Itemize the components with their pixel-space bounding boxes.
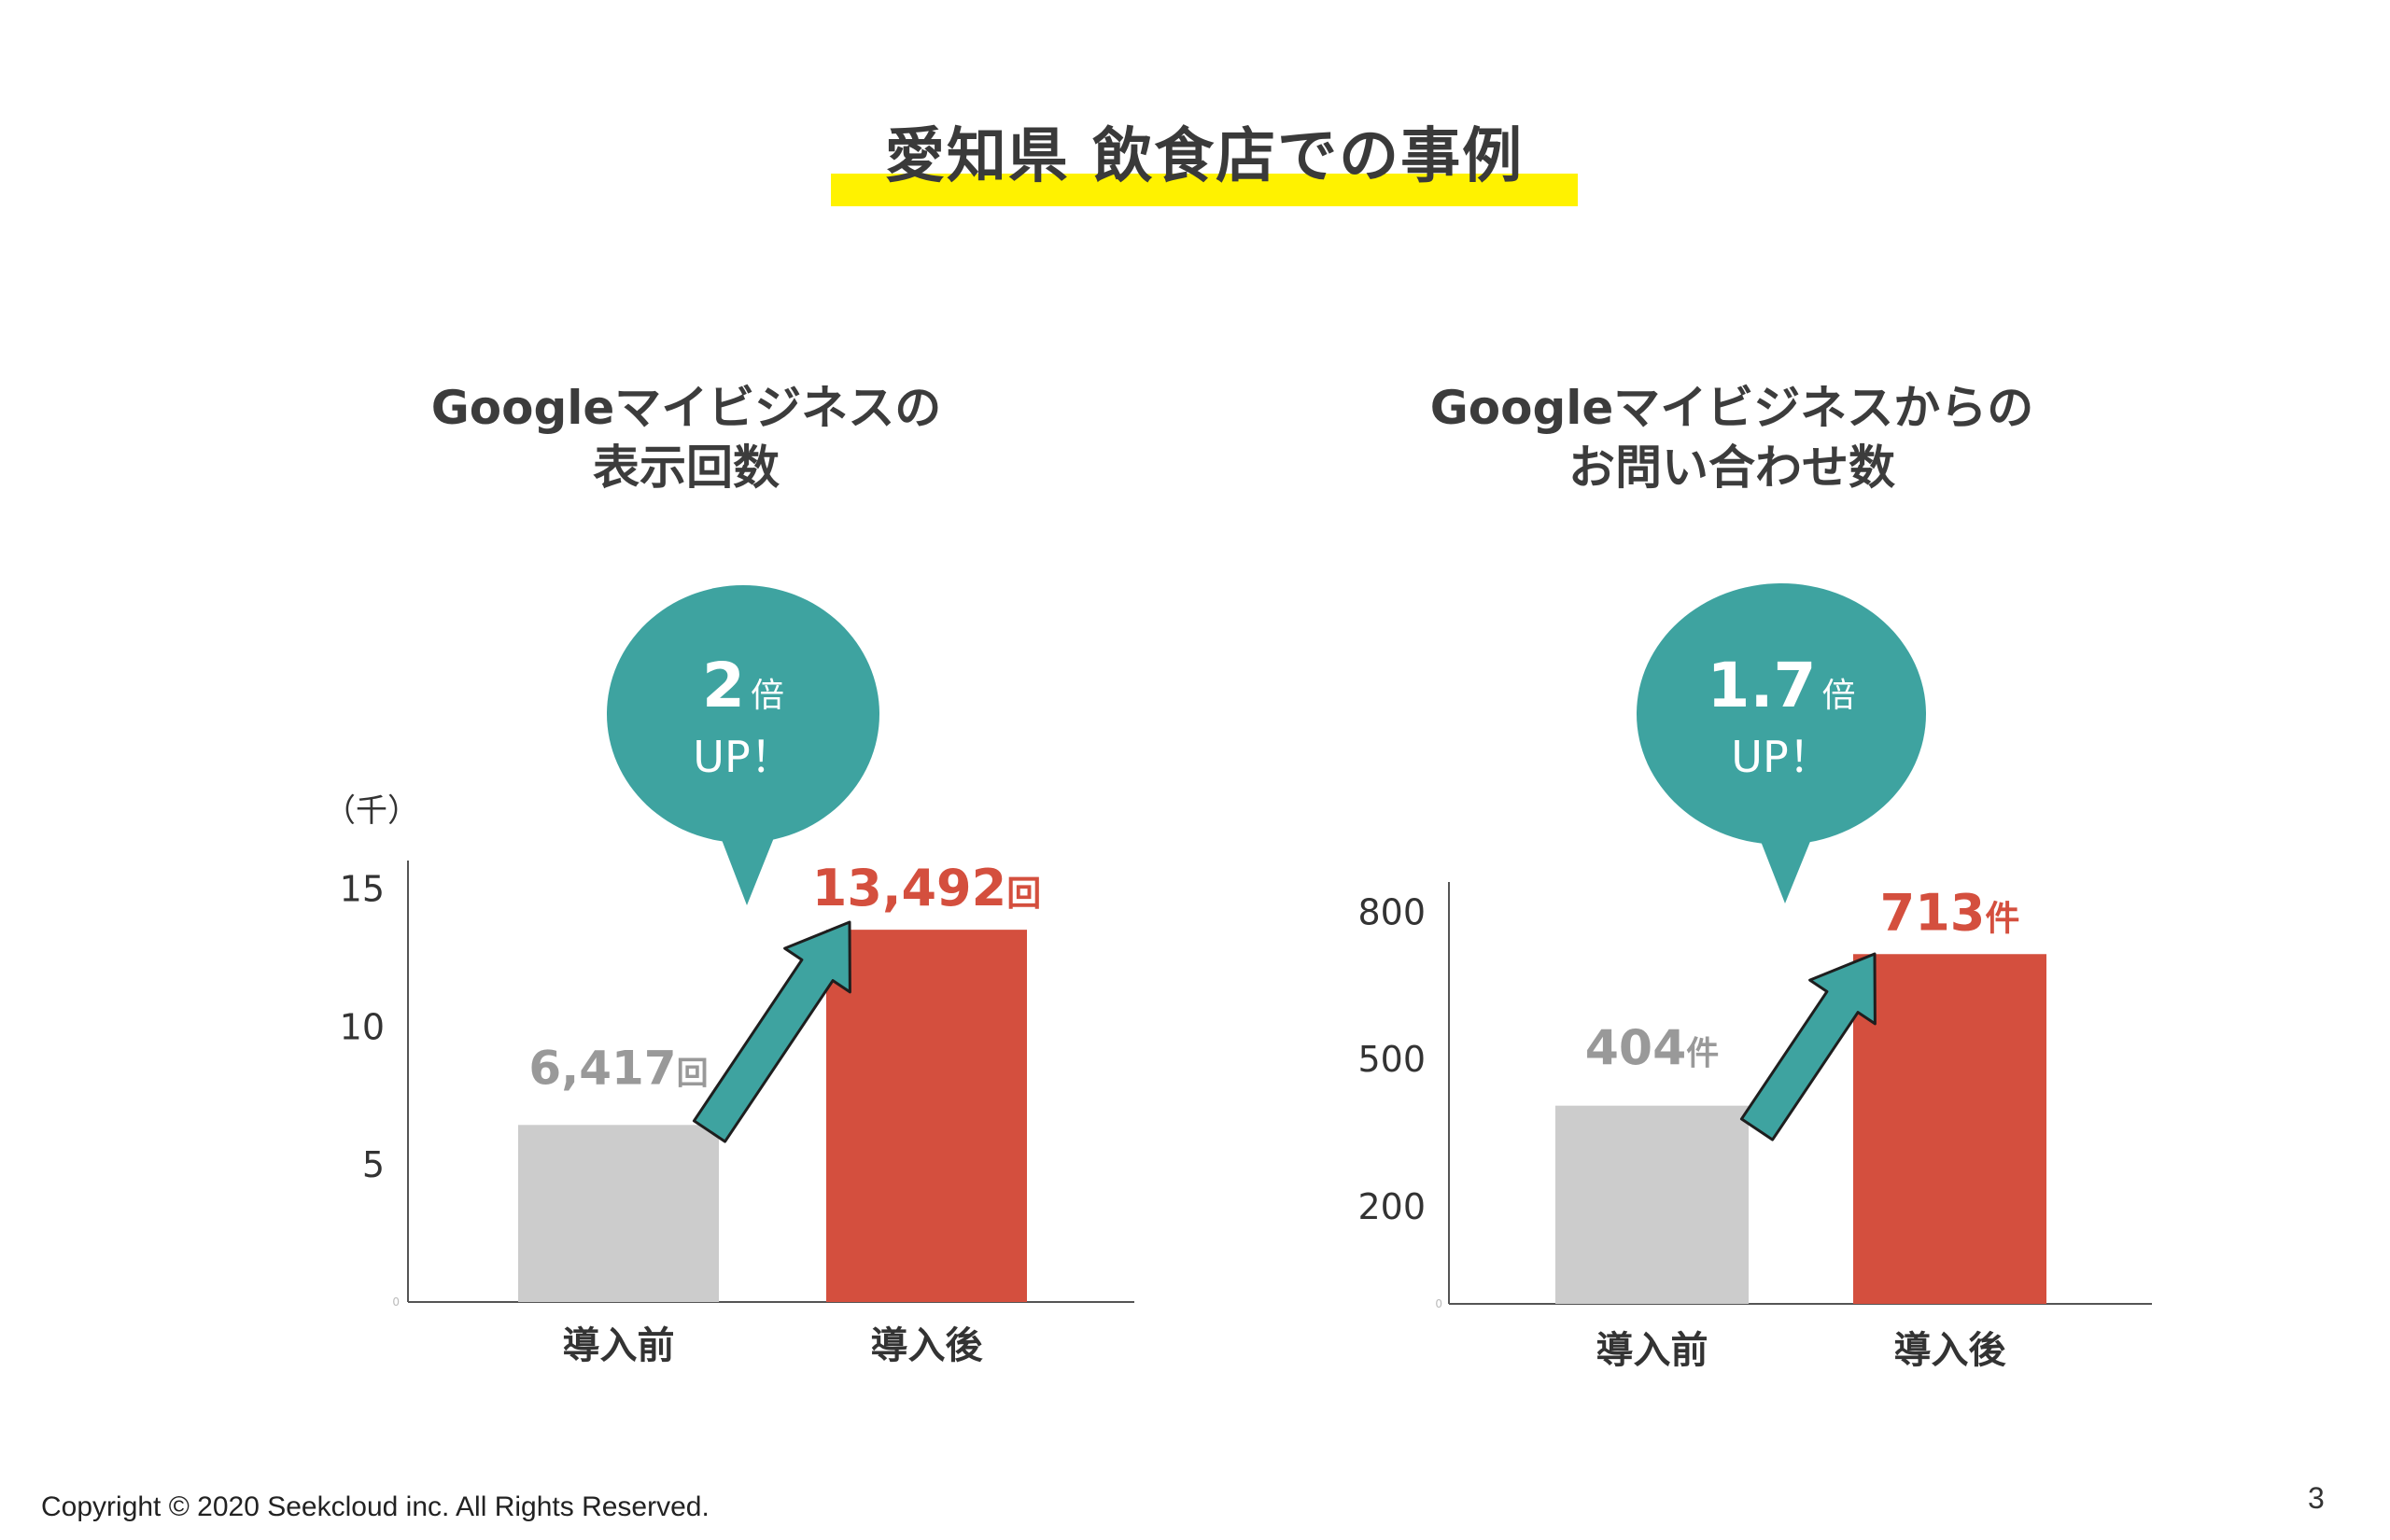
left-value-unit: 回 [1006,874,1041,914]
left-growth-arrow [692,920,851,1143]
right-callout-multiplier: 1.7 倍 [1708,650,1856,721]
right-chart-title: Googleマイビジネスからの お問い合わせ数 [1312,378,2152,497]
slide-title: 愛知県 飲食店での事例 [884,122,1525,191]
left-bar-after [826,930,1027,1302]
left-value-number: 13,492 [812,859,1006,917]
right-value-number: 404 [1585,1021,1687,1077]
right-ytick-label: 0 [1435,1297,1442,1310]
left-ytick-label: 5 [362,1144,385,1185]
left-ytick-label: 10 [340,1006,385,1047]
right-callout-bubble: 1.7 倍 UP！ [1637,583,1926,903]
left-value-label-after: 13,492回 [812,859,1041,917]
left-category-label: 導入前 [563,1324,675,1367]
left-value-label-before: 6,417回 [528,1041,708,1095]
left-callout-ellipse [607,585,879,843]
left-value-unit: 回 [677,1055,709,1092]
right-value-number: 713 [1880,883,1986,942]
left-category-label: 導入後 [871,1324,984,1367]
left-callout-multiplier-unit: 倍 [751,677,784,715]
left-chart-title-line-2: 表示回数 [593,441,780,495]
right-chart-title-line-2: お問い合わせ数 [1568,441,1895,495]
page-number: 3 [2308,1481,2325,1515]
right-category-label: 導入前 [1596,1329,1708,1372]
title-highlight-bar [831,174,1578,206]
left-callout-multiplier-number: 2 [702,650,745,721]
right-ytick-label: 800 [1357,892,1426,933]
right-callout-text: UP！ [1731,732,1831,782]
right-callout-multiplier-number: 1.7 [1708,650,1817,721]
right-ytick-label: 500 [1357,1039,1426,1080]
left-chart-title: Googleマイビジネスの 表示回数 [266,378,1106,497]
right-callout-multiplier-unit: 倍 [1821,677,1855,715]
right-bar-after [1853,954,2046,1304]
right-value-unit: 件 [1985,898,2019,938]
right-ytick-label: 200 [1357,1186,1426,1227]
left-ytick-label: 15 [340,869,385,910]
right-value-label-before: 404件 [1585,1021,1720,1077]
left-chart-title-line-1: Googleマイビジネスの [430,381,942,435]
copyright-footer: Copyright © 2020 Seekcloud inc. All Righ… [41,1491,710,1522]
left-callout-text: UP！ [693,732,793,782]
left-bar-before [518,1125,719,1302]
right-growth-arrow [1739,952,1877,1141]
right-category-label: 導入後 [1894,1329,2007,1372]
left-value-number: 6,417 [528,1041,676,1095]
slide-title-block: 愛知県 飲食店での事例 [831,110,1578,213]
right-bar-before [1555,1105,1749,1304]
left-callout-bubble: 2 倍 UP！ [607,585,879,905]
right-value-unit: 件 [1686,1036,1719,1073]
left-unit-label: （千） [324,792,419,830]
right-chart-title-line-1: Googleマイビジネスからの [1429,381,2034,435]
right-value-label-after: 713件 [1880,883,2020,942]
left-ytick-label: 0 [392,1295,400,1309]
right-callout-ellipse [1637,583,1926,845]
